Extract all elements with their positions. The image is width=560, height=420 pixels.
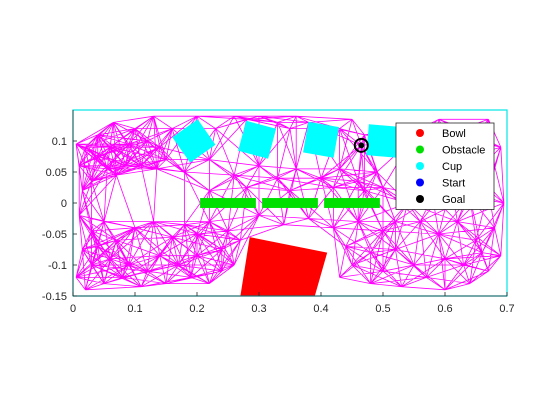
- y-tick-label: 0.1: [52, 136, 67, 148]
- legend-marker-start: [416, 178, 424, 187]
- legend-marker-bowl: [416, 129, 424, 137]
- goal-marker: [358, 142, 365, 149]
- x-tick-label: 0.5: [375, 303, 390, 315]
- goal-marker-ring: [353, 137, 369, 153]
- cup-2: [238, 120, 277, 159]
- cup-3: [303, 121, 339, 158]
- y-tick-label: -0.1: [48, 260, 67, 272]
- x-tick-label: 0.2: [189, 303, 204, 315]
- obstacle-2: [262, 198, 318, 208]
- x-tick-label: 0.7: [499, 303, 514, 315]
- legend-box: [395, 122, 495, 210]
- x-tick-label: 0.4: [313, 303, 328, 315]
- legend-label-start: Start: [442, 178, 465, 190]
- y-tick-label: 0: [61, 198, 67, 210]
- x-tick-label: 0: [70, 303, 76, 315]
- cup-1: [172, 119, 216, 163]
- legend-label-cup: Cup: [442, 161, 462, 173]
- y-tick-label: -0.15: [42, 291, 67, 303]
- obstacle-1: [200, 198, 256, 208]
- legend-marker-goal: [416, 195, 424, 203]
- legend-label-bowl: Bowl: [442, 128, 466, 140]
- axes: 0 0.1 0.2 0.3 0.4 0.5 0.6 0.7 0.1 0.05 0 -0.05 -0.1 -…: [42, 109, 515, 315]
- bowl: [240, 237, 328, 296]
- x-tick-label: 0.3: [251, 303, 266, 315]
- legend-marker-obstacle: [416, 145, 424, 154]
- obstacle-3: [324, 198, 380, 208]
- legend-label-goal: Goal: [442, 194, 465, 206]
- cup-4: [366, 124, 400, 158]
- x-tick-label: 0.6: [437, 303, 452, 315]
- y-tick-label: -0.05: [42, 229, 67, 241]
- legend-marker-cup: [416, 162, 424, 170]
- legend: Bowl Obstacle Cup Start Goal: [395, 122, 495, 210]
- x-tick-label: 0.1: [127, 303, 142, 315]
- y-tick-label: 0.05: [46, 167, 67, 179]
- legend-label-obstacle: Obstacle: [442, 145, 485, 157]
- scene-objects: [172, 119, 400, 296]
